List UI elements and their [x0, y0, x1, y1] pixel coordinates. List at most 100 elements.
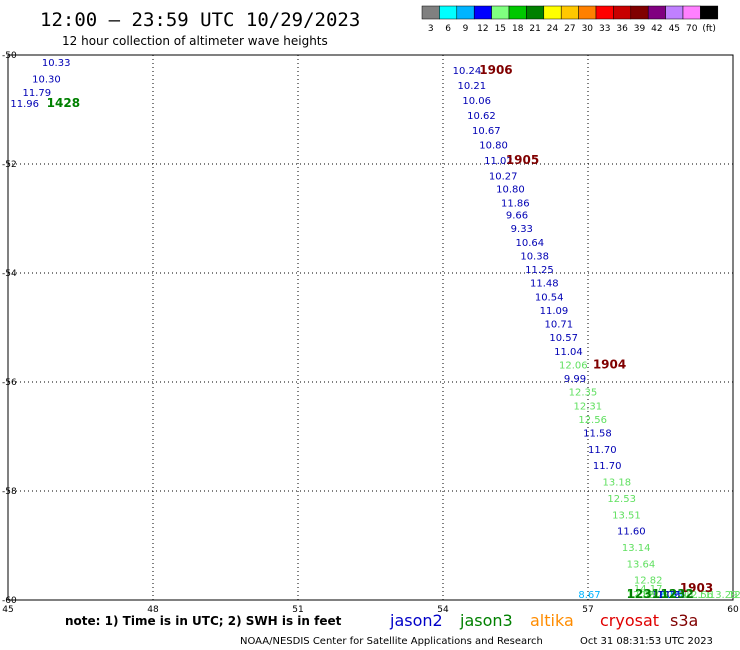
pass-time-label: 1905	[506, 153, 539, 167]
data-point-label: 10.62	[467, 111, 496, 122]
colorbar-swatch	[647, 5, 666, 20]
data-point-label: 10.54	[535, 292, 564, 303]
x-tick-label: 48	[147, 605, 159, 615]
data-point-label: 10.38	[520, 251, 549, 262]
x-tick-label: 51	[292, 605, 303, 615]
x-tick-label: 45	[2, 605, 13, 615]
colorbar-label: 70	[686, 24, 698, 34]
data-point-label: 11.02	[484, 156, 513, 167]
data-point-label: 11.86	[501, 199, 530, 210]
data-point-label: 11.96	[10, 99, 39, 110]
x-tick-label: 54	[437, 605, 449, 615]
data-point-label: 11.70	[588, 445, 617, 456]
colorbar-label: 36	[616, 24, 628, 34]
data-point-label: 11.09	[540, 306, 569, 317]
colorbar-label: 42	[651, 24, 662, 34]
colorbar-label: 9	[463, 24, 469, 34]
colorbar-swatch	[682, 5, 701, 20]
data-point-label: 11.70	[593, 461, 622, 472]
colorbar-label: 21	[529, 24, 540, 34]
colorbar-swatch	[595, 5, 614, 20]
plot-frame	[7, 54, 734, 601]
colorbar-label: 18	[512, 24, 524, 34]
colorbar-swatch	[700, 5, 719, 20]
y-tick-label: -60	[2, 596, 17, 606]
data-point-label: 9.99	[564, 374, 586, 385]
colorbar-swatch	[491, 5, 510, 20]
colorbar-label: 45	[669, 24, 680, 34]
data-point-label: 13.29	[709, 590, 738, 601]
data-point-label: 10.64	[516, 238, 545, 249]
data-point-label: 11.61	[658, 590, 687, 601]
x-tick-label: 57	[582, 605, 593, 615]
satellite-legend: jason2 jason3 altika cryosat s3a	[389, 611, 698, 630]
satellite-legend-item: cryosat	[600, 611, 659, 630]
data-point-label: 10.33	[42, 58, 71, 69]
colorbar-label: 30	[582, 24, 594, 34]
data-point-label: 9.33	[511, 224, 533, 235]
pass-time-label: 1428	[47, 96, 80, 110]
colorbar-swatch	[526, 5, 545, 20]
data-point-label: 12.53	[646, 590, 675, 601]
plot-axes: 45 48 51 54 57 60 -50 -52 -54 -56 -58 -60	[2, 51, 739, 615]
data-point-label: 11.48	[530, 279, 559, 290]
y-tick-label: -58	[2, 487, 17, 497]
data-point-label: 12.31	[574, 401, 603, 412]
colorbar-label: 24	[547, 24, 559, 34]
data-point-label: 10.80	[479, 141, 508, 152]
colorbar-swatch	[543, 5, 562, 20]
data-point-label: 10.71	[653, 590, 682, 601]
data-point-label: 9.66	[506, 211, 528, 222]
data-point-label: 11.11	[682, 590, 711, 601]
data-point-label: 10.21	[458, 81, 487, 92]
data-point-label: 8.85	[661, 590, 683, 601]
satellite-legend-item: jason3	[459, 611, 513, 630]
colorbar-label: (ft)	[702, 24, 716, 34]
colorbar-label: 33	[599, 24, 610, 34]
data-point-label: 10.71	[545, 320, 574, 331]
chart-title: 12:00 — 23:59 UTC 10/29/2023	[40, 9, 360, 31]
colorbar-swatch	[473, 5, 492, 20]
colorbar-label: 39	[634, 24, 646, 34]
data-point-label: 13.51	[612, 510, 641, 521]
pass-time-label: 1904	[593, 357, 626, 371]
data-point-label: 10.57	[549, 333, 578, 344]
colorbar-swatch	[578, 5, 597, 20]
colorbar-label: 6	[445, 24, 451, 34]
colorbar-swatch	[560, 5, 579, 20]
x-tick-label: 60	[727, 605, 739, 615]
satellite-legend-item: altika	[530, 611, 574, 630]
footer-note: note: 1) Time is in UTC; 2) SWH is in fe…	[65, 614, 342, 628]
pass-time-label: 1232	[661, 587, 694, 601]
colorbar-swatch	[456, 5, 475, 20]
data-point-label: 12.5	[728, 590, 740, 601]
pass-time-label: 1231	[627, 587, 660, 601]
data-point-label: 13.64	[627, 559, 656, 570]
footer-credit: NOAA/NESDIS Center for Satellite Applica…	[240, 636, 543, 647]
data-point-label: 11.04	[554, 347, 583, 358]
data-point-label: 11.79	[23, 88, 52, 99]
colorbar-label: 3	[428, 24, 434, 34]
data-point-label: 12.82	[634, 576, 663, 587]
colorbar-legend: 3 6 9 12 15 18 21 24 27 30 33 36 39 42 45 70 (ft)	[421, 5, 719, 34]
data-point-label: 12.24	[641, 590, 670, 601]
y-tick-label: -50	[2, 51, 17, 61]
data-point-label: 11.60	[617, 527, 646, 538]
colorbar-label: 27	[564, 24, 575, 34]
data-point-label: 10.80	[496, 184, 525, 195]
data-point-label: 11.58	[583, 429, 612, 440]
data-point-label: 12.56	[578, 415, 607, 426]
data-point-label: 13.18	[603, 478, 632, 489]
data-point-label: 11.25	[525, 265, 554, 276]
satellite-legend-item: jason2	[389, 611, 443, 630]
colorbar-swatch	[613, 5, 632, 20]
y-tick-label: -52	[2, 160, 17, 170]
data-point-label: 14.17	[634, 584, 663, 595]
data-point-label: 13.14	[622, 543, 651, 554]
y-tick-label: -56	[2, 378, 17, 388]
data-point-label: 12.06	[559, 360, 588, 371]
colorbar-swatch	[421, 5, 440, 20]
colorbar-swatch	[439, 5, 458, 20]
